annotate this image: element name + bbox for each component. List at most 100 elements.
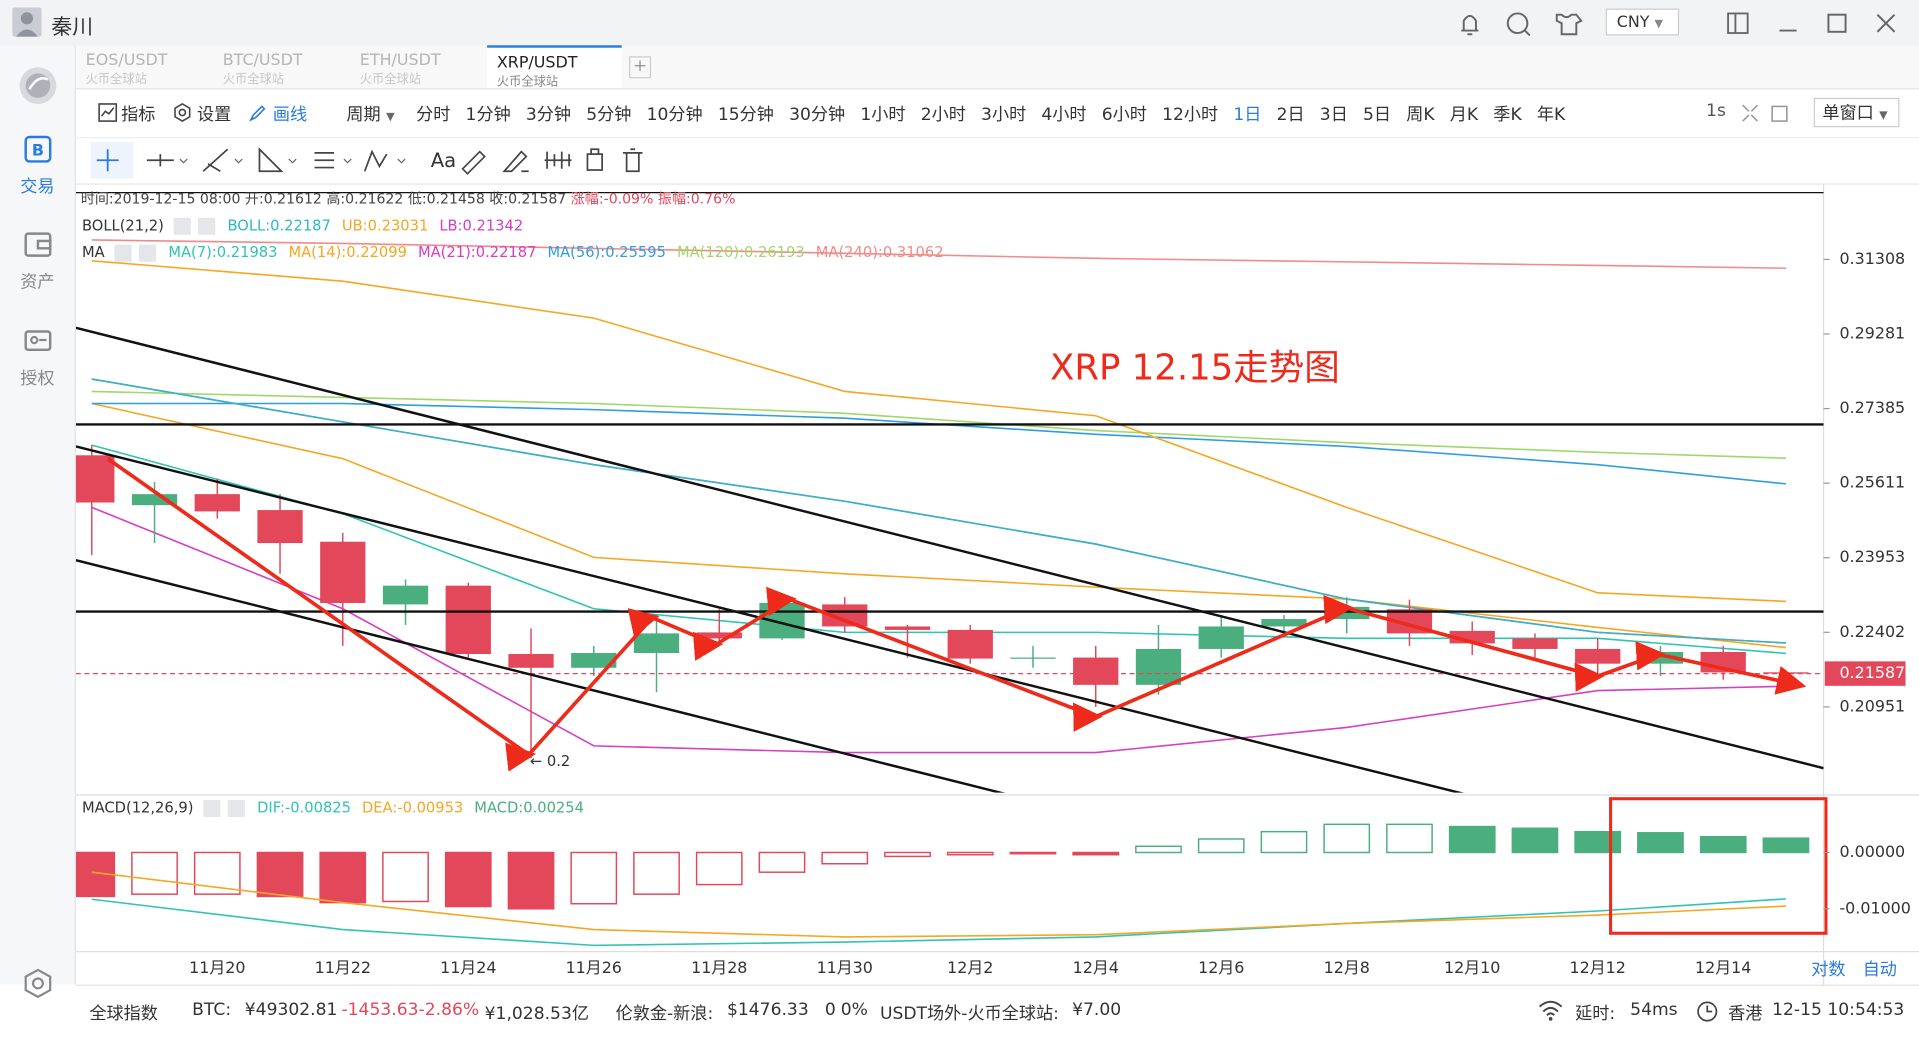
legend-entry: MA(21):0.22187 bbox=[418, 244, 536, 261]
legend-entry: UB:0.23031 bbox=[342, 217, 428, 234]
period-button[interactable]: 1小时 bbox=[860, 105, 906, 125]
y-tick-label: 0.20951 bbox=[1839, 696, 1905, 715]
price-tag-label: 0.21587 bbox=[1839, 663, 1905, 682]
status-text: -1453.63 bbox=[341, 1000, 419, 1021]
tab[interactable]: EOS/USDT 火币全球站 bbox=[76, 45, 211, 88]
period-button[interactable]: 年K bbox=[1536, 105, 1566, 125]
period-button[interactable]: 5日 bbox=[1363, 105, 1392, 125]
status-text: $1476.33 bbox=[726, 1000, 809, 1021]
status-text: ¥1,028.53亿 bbox=[484, 1004, 589, 1024]
macd-bar bbox=[1762, 837, 1810, 854]
axis-button[interactable]: 自动 bbox=[1863, 960, 1897, 980]
header-icons[interactable] bbox=[1454, 9, 1589, 38]
drawing-tools[interactable]: Aa bbox=[76, 137, 663, 183]
status-text: USDT场外-火币全球站: bbox=[879, 1004, 1059, 1024]
legend-icon bbox=[203, 799, 221, 818]
avatar bbox=[12, 7, 42, 37]
period-button[interactable]: 6小时 bbox=[1101, 105, 1147, 125]
settings-small-icon bbox=[174, 103, 191, 123]
user-name: 秦川 bbox=[51, 15, 94, 41]
period-button[interactable]: 月K bbox=[1449, 105, 1479, 125]
sidebar-item[interactable]: 交易 bbox=[20, 177, 55, 197]
window-controls[interactable] bbox=[1723, 10, 1907, 37]
period-button[interactable]: 2日 bbox=[1276, 105, 1305, 125]
title-bar: 秦川 CNY ▼ bbox=[0, 0, 1919, 47]
status-text: BTC: bbox=[192, 1000, 232, 1021]
macd-bar bbox=[1637, 832, 1684, 854]
status-text: 延时: bbox=[1575, 1004, 1616, 1024]
axis-button[interactable]: 对数 bbox=[1811, 960, 1845, 980]
x-tick-label: 12月12 bbox=[1570, 958, 1626, 977]
svg-text:B: B bbox=[32, 140, 44, 159]
sidebar-item[interactable]: 授权 bbox=[20, 369, 55, 389]
indicator-line bbox=[91, 259, 1787, 603]
period-button[interactable]: 10分钟 bbox=[646, 105, 703, 125]
period-menu[interactable]: 周期 ▼ bbox=[346, 105, 395, 125]
indicator-line bbox=[91, 390, 1786, 459]
period-button[interactable]: 30分钟 bbox=[789, 105, 846, 125]
period-button[interactable]: 12小时 bbox=[1162, 105, 1219, 125]
sidebar-item[interactable]: 资产 bbox=[20, 272, 55, 293]
period-button[interactable]: 3日 bbox=[1319, 105, 1348, 125]
tab[interactable]: XRP/USDT 火币全球站 bbox=[487, 45, 622, 90]
status-text[interactable]: 全球指数 bbox=[89, 1004, 158, 1024]
currency: CNY bbox=[1616, 13, 1650, 32]
toolbar-button[interactable]: 画线 bbox=[272, 105, 308, 125]
candle-body bbox=[131, 494, 178, 506]
macd-bar bbox=[695, 851, 743, 886]
highlight-box bbox=[1609, 797, 1828, 935]
period-button[interactable]: 季K bbox=[1493, 105, 1522, 125]
period-button[interactable]: 周K bbox=[1406, 105, 1435, 125]
tab-ex: 火币全球站 bbox=[496, 75, 559, 90]
trade-icon[interactable]: B bbox=[22, 133, 54, 165]
legend-entry: MA(7):0.21983 bbox=[168, 244, 277, 261]
tab[interactable]: ETH/USDT 火币全球站 bbox=[350, 45, 485, 88]
period-button[interactable]: 3小时 bbox=[981, 105, 1027, 125]
period-button[interactable]: 5分钟 bbox=[586, 105, 632, 125]
info-high: 高:0.21622 bbox=[326, 190, 403, 207]
period-button[interactable]: 2小时 bbox=[920, 105, 966, 125]
view-icons[interactable] bbox=[1740, 103, 1789, 125]
x-tick-label: 12月10 bbox=[1444, 958, 1500, 977]
tab[interactable]: BTC/USDT 火币全球站 bbox=[213, 45, 348, 88]
indicator-line bbox=[91, 239, 1786, 270]
legend-label: MACD(12,26,9) bbox=[82, 799, 193, 816]
status-text: 伦敦金-新浪: bbox=[615, 1004, 714, 1024]
legend-label: BOLL(21,2) bbox=[82, 217, 164, 234]
macd-bar bbox=[1135, 845, 1182, 854]
window-mode[interactable]: 单窗口 ▼ bbox=[1813, 97, 1900, 128]
auth-icon[interactable] bbox=[22, 324, 54, 356]
add-tab[interactable]: + bbox=[629, 56, 652, 79]
x-tick-label: 11月22 bbox=[315, 958, 371, 977]
settings-icon[interactable] bbox=[21, 966, 55, 1000]
tab-ex: 火币全球站 bbox=[85, 73, 147, 87]
candle-body bbox=[1073, 657, 1119, 685]
period-button[interactable]: 1分钟 bbox=[465, 105, 511, 125]
currency-select[interactable]: CNY ▼ bbox=[1605, 8, 1680, 36]
x-tick-label: 11月20 bbox=[189, 958, 245, 977]
tab-pair: XRP/USDT bbox=[496, 53, 578, 73]
candle-body bbox=[1135, 648, 1182, 685]
period-button[interactable]: 15分钟 bbox=[717, 105, 774, 125]
macd-bar bbox=[946, 851, 994, 856]
legend-entry: MACD:0.00254 bbox=[474, 799, 584, 816]
text-tool[interactable]: Aa bbox=[431, 149, 456, 172]
info-time: 时间:2019-12-15 08:00 bbox=[81, 191, 241, 207]
macd-bar bbox=[633, 851, 680, 895]
toolbar-button[interactable]: 指标 bbox=[121, 105, 156, 125]
macd-bar bbox=[1009, 851, 1057, 855]
candle-body bbox=[75, 455, 115, 503]
y-tick-label: -0.01000 bbox=[1839, 898, 1910, 917]
period-button[interactable]: 4小时 bbox=[1041, 105, 1087, 125]
period-button[interactable]: 分时 bbox=[416, 105, 451, 125]
macd-bar bbox=[1323, 823, 1371, 854]
macd-bar bbox=[256, 851, 304, 898]
period-button[interactable]: 1日 bbox=[1233, 105, 1262, 125]
y-tick-label: 0.29281 bbox=[1839, 323, 1905, 342]
refresh-rate[interactable]: 1s bbox=[1706, 101, 1726, 122]
toolbar-button[interactable]: 设置 bbox=[197, 105, 232, 125]
assets-icon[interactable] bbox=[22, 229, 54, 261]
macd-bar bbox=[570, 851, 618, 905]
period-button[interactable]: 3分钟 bbox=[525, 105, 572, 125]
info-line: 时间:2019-12-15 08:00 开:0.21612 高:0.21622 … bbox=[81, 190, 736, 207]
